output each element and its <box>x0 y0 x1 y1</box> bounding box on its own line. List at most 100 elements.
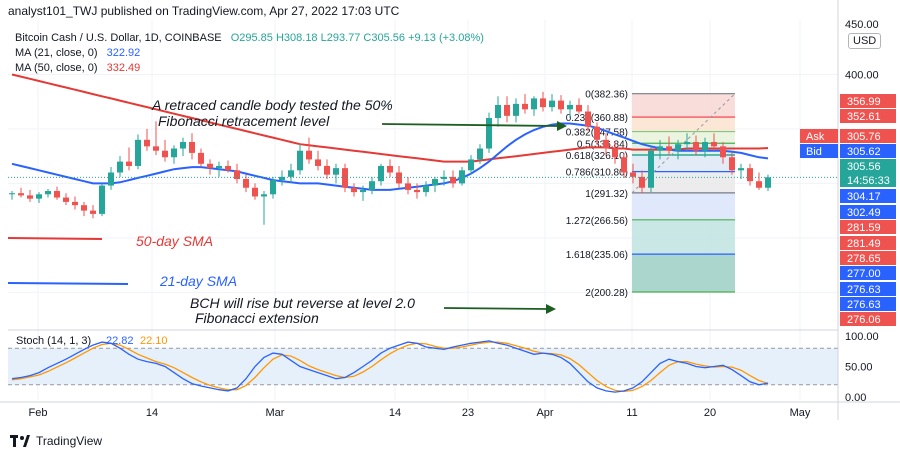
price-tag: Ask <box>806 131 825 143</box>
brand-label: TradingView <box>36 434 103 448</box>
candle-body <box>54 191 60 198</box>
candle-body <box>765 177 771 188</box>
annotation-sma50-label: 50-day SMA <box>136 233 213 249</box>
ma21-value: 322.92 <box>106 47 141 59</box>
candle-body <box>378 165 384 182</box>
ma50-value: 332.49 <box>106 62 141 74</box>
annotation-arrow <box>443 307 549 310</box>
fib-zone <box>632 171 735 193</box>
fib-zone <box>632 117 735 132</box>
candle-body <box>423 185 429 193</box>
annotation-retrace-line1: A retraced candle body tested the 50% <box>151 97 393 113</box>
annotation-arrowhead <box>546 304 556 314</box>
price-label-time: 14:56:33 <box>847 175 890 187</box>
annotation-sma21-label: 21-day SMA <box>159 273 237 289</box>
candle-body <box>315 159 321 166</box>
candle-body <box>90 210 96 214</box>
price-label: 281.49 <box>847 238 881 250</box>
annotations[interactable]: A retraced candle body tested the 50%Fib… <box>7 97 567 326</box>
price-label-box <box>840 266 896 280</box>
stoch-d-line <box>11 341 769 393</box>
price-label-box <box>840 282 896 296</box>
candle-body <box>270 180 276 195</box>
stochastic-pane: Stoch (14, 1, 3) 22.82 22.10 <box>8 329 838 393</box>
ma50-legend[interactable]: MA (50, close, 0) 332.49 <box>15 62 140 74</box>
price-label-box <box>840 189 896 203</box>
ma21-legend[interactable]: MA (21, close, 0) 322.92 <box>15 47 140 59</box>
fib-zone <box>632 192 735 220</box>
candle-body <box>414 189 420 193</box>
time-tick: 14 <box>146 407 158 419</box>
annotation-arrowhead <box>557 121 567 131</box>
candle-body <box>117 161 123 173</box>
ohlc-values: O295.85 H308.18 L293.77 C305.56 +9.13 (+… <box>230 32 484 44</box>
symbol-name: Bitcoin Cash / U.S. Dollar, 1D, COINBASE <box>15 32 222 44</box>
price-label-box <box>840 236 896 250</box>
time-tick: 20 <box>704 407 716 419</box>
price-label-box <box>840 312 896 326</box>
candle-body <box>468 159 474 171</box>
price-label-box <box>840 297 896 311</box>
moving-averages <box>11 73 769 191</box>
price-label: 281.59 <box>847 222 881 234</box>
candle-body <box>567 104 573 110</box>
candle-body <box>81 205 87 211</box>
currency-button[interactable]: USD <box>848 33 882 49</box>
fibonacci-tool[interactable]: 0(382.36)0.236(360.88)0.382(347.58)0.5(3… <box>566 90 736 299</box>
price-label-box <box>840 144 896 158</box>
price-label: 305.56 <box>847 161 881 173</box>
stoch-tick: 100.00 <box>845 331 879 343</box>
candle-body <box>63 197 69 202</box>
candle-body <box>504 104 510 116</box>
candle-body <box>216 165 222 169</box>
candle-body <box>252 187 258 197</box>
time-tick: 11 <box>626 407 637 419</box>
symbol-legend[interactable]: Bitcoin Cash / U.S. Dollar, 1D, COINBASE… <box>15 32 484 44</box>
price-tag-box <box>800 144 838 158</box>
fib-level-label: 0.5(336.84) <box>577 139 628 150</box>
candle-body <box>648 150 654 188</box>
candle-body <box>126 161 132 166</box>
candle-body <box>99 185 105 214</box>
candle-body <box>45 191 51 195</box>
price-label: 302.49 <box>847 207 881 219</box>
candle-body <box>36 194 42 199</box>
annotation-bch-line1: BCH will rise but reverse at level 2.0 <box>190 295 415 311</box>
time-tick: 23 <box>462 407 474 419</box>
candle-body <box>72 201 78 206</box>
fib-level-label: 0.786(310.80) <box>566 168 628 179</box>
candle-body <box>558 100 564 110</box>
time-tick: Mar <box>266 407 285 419</box>
candle-body <box>360 189 366 193</box>
price-label: 278.65 <box>847 253 881 265</box>
ma21-label: MA (21, close, 0) <box>15 47 98 59</box>
candle-body <box>18 193 24 196</box>
fib-level-label: 1.618(235.06) <box>566 250 628 261</box>
candle-body <box>243 179 249 188</box>
stoch-tick: 0.00 <box>845 392 866 404</box>
candle-body <box>657 146 663 151</box>
candle-body <box>522 103 528 110</box>
fib-zone <box>632 93 735 118</box>
publish-header: analyst101_TWJ published on TradingView.… <box>8 4 400 18</box>
ma50-line <box>11 73 769 163</box>
candle-body <box>432 179 438 186</box>
price-label: 352.61 <box>847 111 881 123</box>
price-label-box <box>840 220 896 234</box>
fib-zone <box>632 219 735 255</box>
annotation-arrow <box>381 123 561 127</box>
footer-brand[interactable]: TradingView <box>10 434 102 448</box>
price-label-box <box>840 109 896 123</box>
stoch-label: Stoch (14, 1, 3) <box>16 335 91 347</box>
price-label-box <box>840 129 896 143</box>
price-label: 356.99 <box>847 96 881 108</box>
price-label: 277.00 <box>847 268 881 280</box>
stoch-tick: 50.00 <box>845 362 873 374</box>
candle-body <box>144 139 150 147</box>
fib-level-label: 2(200.28) <box>585 288 628 299</box>
time-tick: Feb <box>29 407 48 419</box>
price-label: 276.63 <box>847 299 881 311</box>
candle-body <box>279 176 285 181</box>
price-tag: Bid <box>806 146 822 158</box>
candle-body <box>288 170 294 177</box>
